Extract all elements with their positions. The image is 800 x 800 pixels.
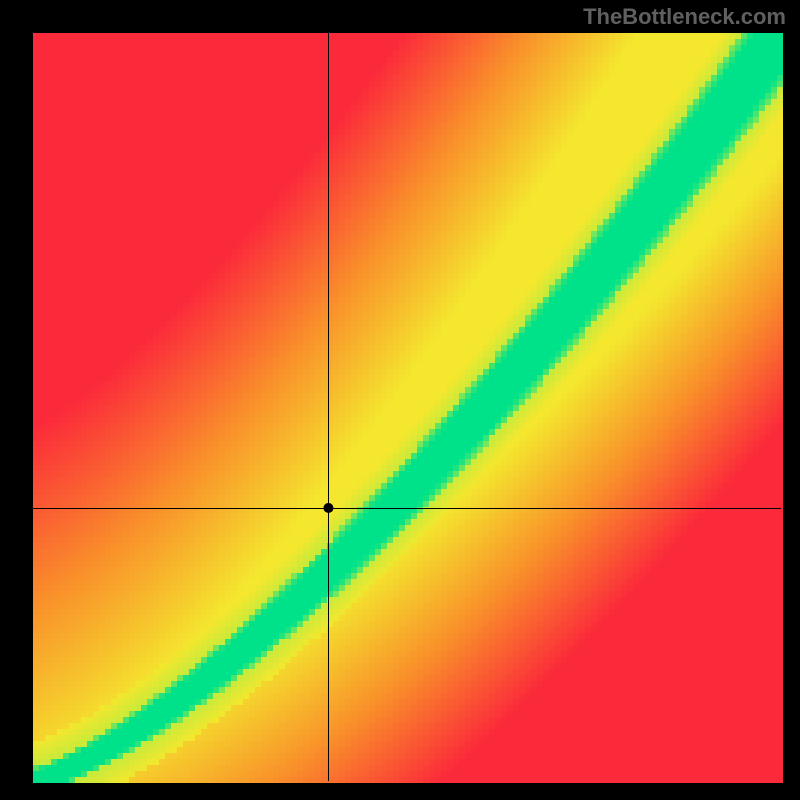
chart-container: TheBottleneck.com [0,0,800,800]
watermark-text: TheBottleneck.com [583,4,786,30]
crosshair-overlay [0,0,800,800]
